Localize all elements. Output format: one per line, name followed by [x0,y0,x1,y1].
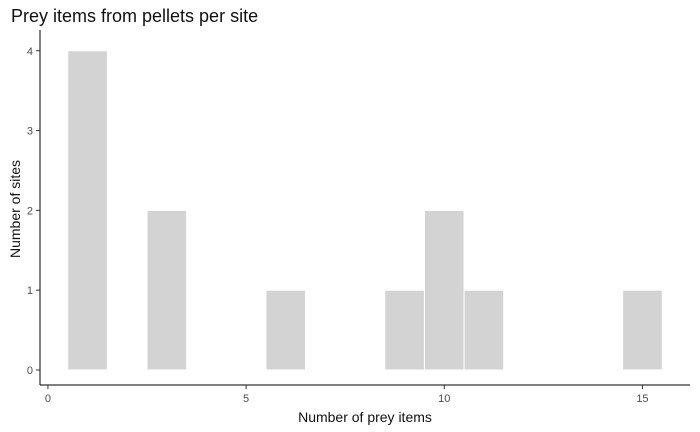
x-tick-label: 10 [438,393,450,405]
histogram-bar [622,289,663,371]
histogram-bar [146,209,188,371]
x-axis: 0 5 10 15 [40,384,690,405]
y-tick-label: 2 [27,205,33,217]
y-tick-label: 3 [27,126,33,138]
y-tick-label: 4 [27,46,33,58]
x-tick-label: 5 [243,393,249,405]
histogram-bar [265,289,307,371]
y-tick-label: 1 [27,285,33,297]
bars-group [67,50,663,371]
y-axis: 0 1 2 3 4 [27,30,41,385]
histogram-bar [384,289,425,371]
chart-title: Prey items from pellets per site [11,6,259,26]
x-axis-title: Number of prey items [298,409,432,425]
histogram-bar [463,289,505,371]
y-axis-title: Number of sites [7,160,23,258]
histogram-bar [423,209,465,371]
x-tick-label: 0 [45,393,51,405]
y-tick-label: 0 [27,365,33,377]
x-tick-label: 15 [636,393,648,405]
histogram-bar [67,50,108,371]
